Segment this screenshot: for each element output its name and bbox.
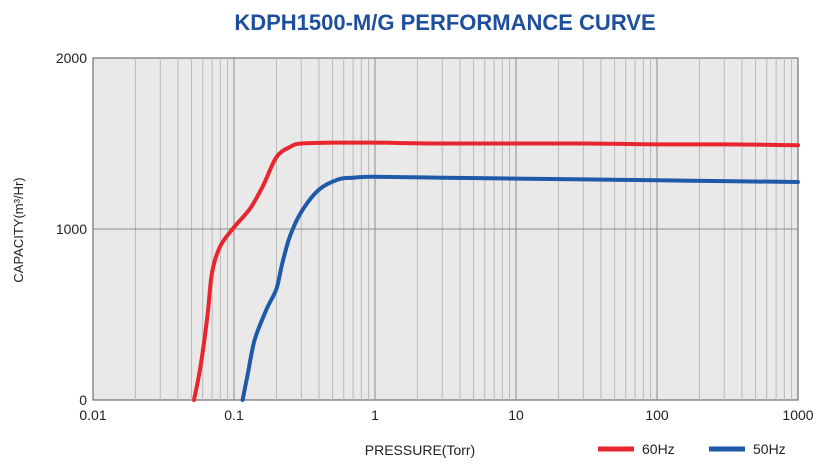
y-axis-label: CAPACITY(m³/Hr) [11, 177, 26, 282]
grid-lines [93, 58, 798, 400]
y-tick-label: 2000 [56, 50, 87, 66]
x-tick-label: 0.01 [79, 407, 106, 423]
chart-title: KDPH1500-M/G PERFORMANCE CURVE [234, 10, 655, 35]
legend: 60Hz 50Hz [598, 441, 786, 457]
y-tick-label: 0 [79, 392, 87, 408]
series-lines [192, 140, 800, 402]
x-tick-label: 1 [371, 407, 379, 423]
x-tick-label: 0.1 [224, 407, 244, 423]
legend-label-60hz: 60Hz [642, 441, 675, 457]
series-line-60hz [192, 140, 800, 402]
series-line-50hz [240, 174, 800, 402]
y-tick-label: 1000 [56, 221, 87, 237]
legend-label-50hz: 50Hz [753, 441, 786, 457]
x-axis-label: PRESSURE(Torr) [365, 442, 475, 458]
x-tick-label: 1000 [782, 407, 813, 423]
tick-labels: 0.01 0.1 1 10 100 1000 0 1000 2000 [56, 50, 814, 423]
x-tick-label: 100 [645, 407, 669, 423]
x-tick-label: 10 [508, 407, 524, 423]
